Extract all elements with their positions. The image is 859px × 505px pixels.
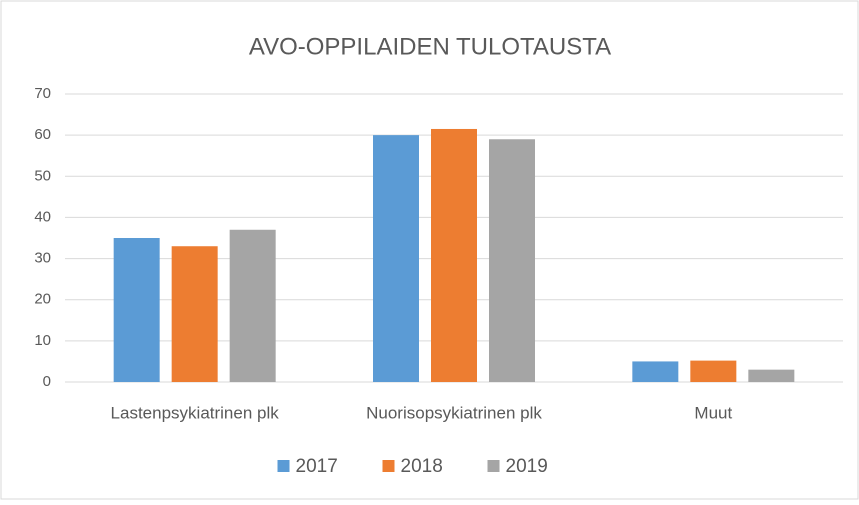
x-tick-label: Muut [694, 403, 732, 422]
y-tick-label: 40 [34, 208, 51, 225]
legend-swatch [487, 460, 500, 472]
bar [229, 229, 276, 382]
legend-label: 2017 [296, 456, 338, 477]
y-tick-label: 60 [34, 126, 51, 143]
y-tick-label: 70 [34, 85, 51, 102]
x-tick-label: Lastenpsykiatrinen plk [111, 403, 280, 422]
x-tick-label: Nuorisopsykiatrinen plk [366, 403, 542, 422]
bar [632, 361, 679, 382]
bar [489, 139, 535, 382]
bar [171, 246, 218, 382]
legend-label: 2019 [506, 456, 548, 477]
bar [431, 128, 477, 382]
legend-label: 2018 [401, 456, 443, 477]
y-tick-label: 0 [43, 373, 51, 390]
legend-swatch [277, 460, 290, 472]
chart-title: AVO-OPPILAIDEN TULOTAUSTA [249, 33, 611, 60]
bar [690, 360, 737, 382]
bar [748, 369, 795, 382]
y-tick-label: 50 [34, 167, 51, 184]
y-tick-label: 10 [34, 332, 51, 349]
bar [113, 238, 160, 382]
y-tick-label: 30 [34, 250, 51, 267]
legend-swatch [382, 460, 395, 472]
bar [373, 135, 419, 382]
y-tick-label: 20 [34, 291, 51, 308]
